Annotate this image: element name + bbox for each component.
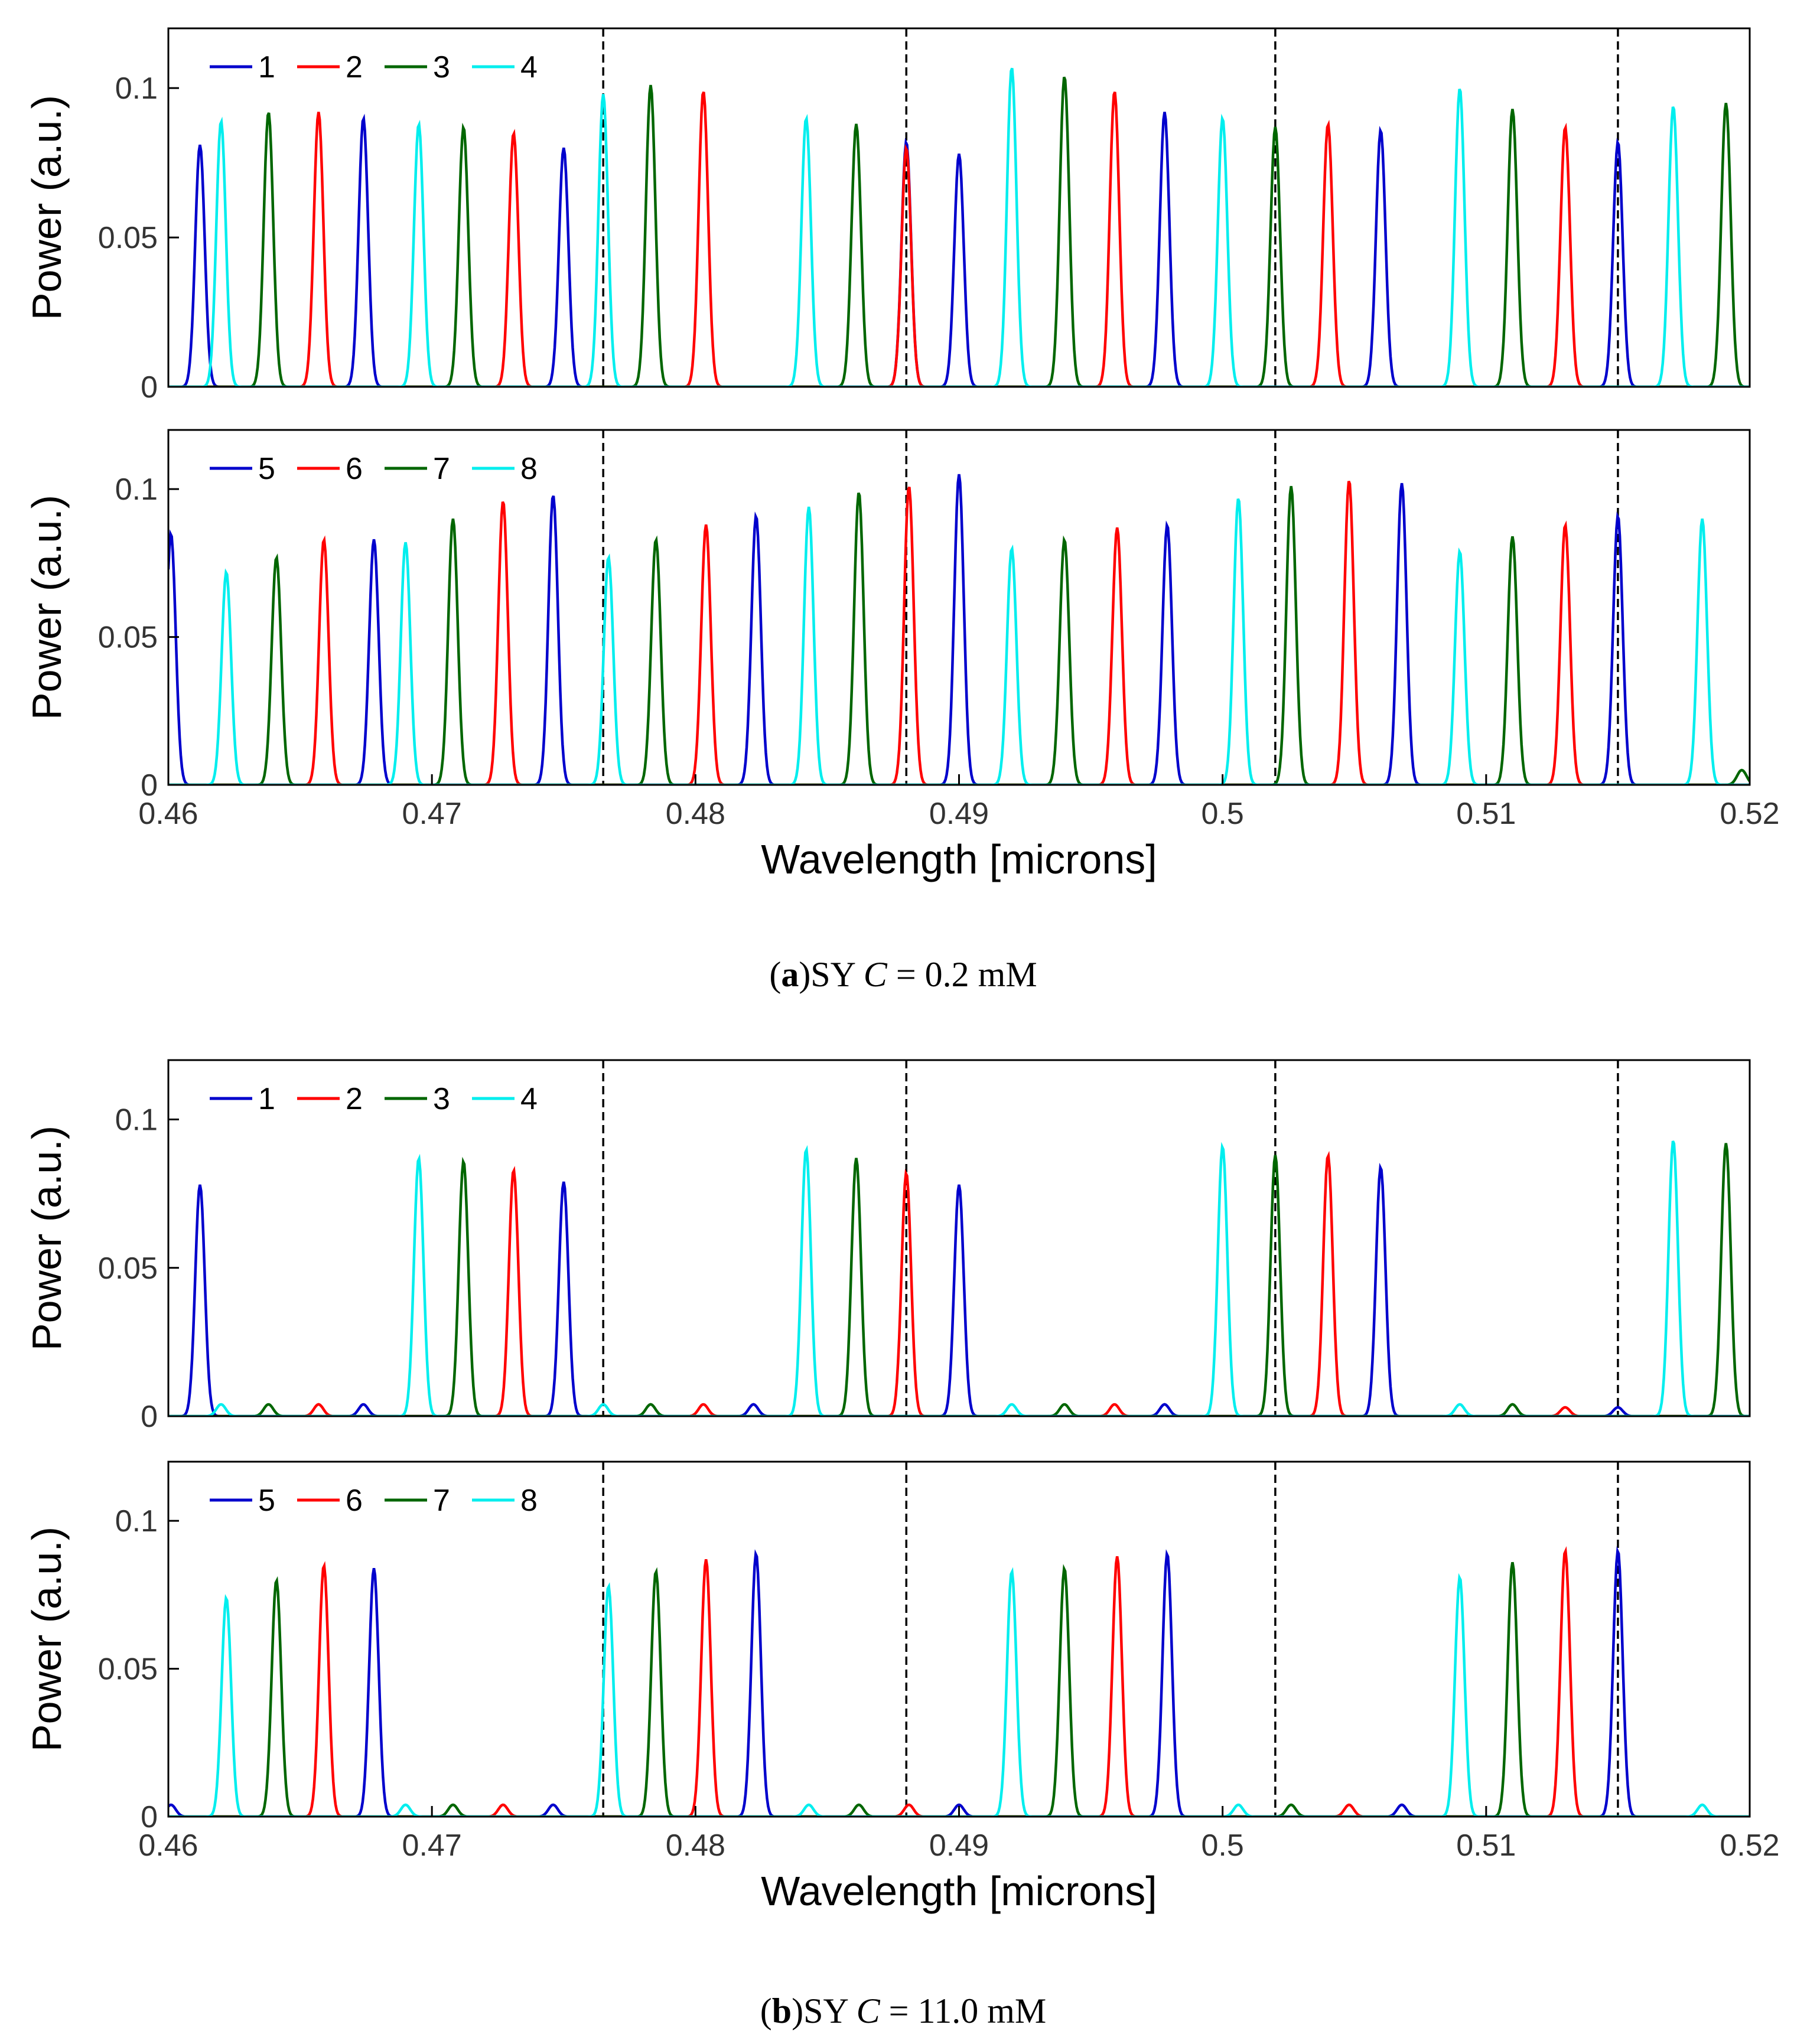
series-line-1 [168, 112, 1750, 387]
y-tick-label: 0.05 [98, 1251, 158, 1286]
x-tick-label: 0.52 [1720, 1828, 1779, 1863]
legend-label: 5 [258, 1484, 275, 1518]
x-tick-label: 0.51 [1456, 797, 1516, 831]
x-tick-label: 0.47 [402, 1828, 462, 1863]
plot-frame [167, 27, 1751, 388]
legend-label: 4 [520, 50, 538, 84]
x-tick-label: 0.48 [666, 1828, 725, 1863]
x-tick-label: 0.51 [1456, 1828, 1516, 1863]
y-tick-label: 0.1 [115, 1103, 158, 1137]
legend-label: 5 [258, 452, 275, 486]
y-tick-label: 0.05 [98, 1652, 158, 1687]
series-line-6 [168, 1546, 1750, 1817]
y-tick-label: 0.1 [115, 1504, 158, 1538]
caption-a: (a)SY C = 0.2 mM [769, 955, 1037, 994]
series-line-2 [168, 91, 1750, 387]
x-tick-label: 0.5 [1202, 797, 1244, 831]
series-line-3 [168, 76, 1750, 387]
series-line-7 [168, 1561, 1750, 1817]
plot-frame [167, 1059, 1751, 1417]
plot-frame [167, 1461, 1751, 1818]
y-tick-label: 0 [141, 370, 158, 405]
x-tick-label: 0.46 [138, 797, 198, 831]
legend-label: 3 [433, 1082, 450, 1116]
legend-label: 4 [520, 1082, 538, 1116]
y-axis-label: Power (a.u.) [24, 495, 70, 720]
series-line-4 [168, 67, 1750, 387]
legend-label: 1 [258, 1082, 275, 1116]
x-axis-label: Wavelength [microns] [761, 1868, 1157, 1914]
legend-label: 6 [346, 1484, 363, 1518]
legend-label: 8 [520, 452, 538, 486]
y-axis-label: Power (a.u.) [24, 1527, 70, 1752]
y-axis-label: Power (a.u.) [24, 95, 70, 320]
panel-b-bottom: 0 0.05 0.1 0.46 0.47 0.48 0.49 0.5 0.51 0.52 Power… [24, 1461, 1780, 1914]
x-tick-label: 0.47 [402, 797, 462, 831]
legend-label: 7 [433, 452, 450, 486]
x-tick-label: 0.48 [666, 797, 725, 831]
panels: 0 0.05 0.1 Power (a.u.) 1 2 3 4 0 0.05 0.1 0.46 0.47… [24, 27, 1780, 1914]
legend-label: 3 [433, 50, 450, 84]
y-tick-label: 0.05 [98, 621, 158, 655]
x-tick-label: 0.49 [929, 1828, 989, 1863]
y-tick-label: 0 [141, 1800, 158, 1834]
caption-b: (b)SY C = 11.0 mM [760, 1991, 1047, 2030]
series-line-3 [168, 1143, 1750, 1416]
panel-a-top: 0 0.05 0.1 Power (a.u.) 1 2 3 4 [24, 27, 1751, 405]
series-line-7 [168, 485, 1750, 785]
y-tick-label: 0.1 [115, 71, 158, 106]
x-tick-label: 0.52 [1720, 797, 1779, 831]
y-tick-label: 0.1 [115, 472, 158, 507]
x-tick-label: 0.49 [929, 797, 989, 831]
legend-label: 2 [346, 1082, 363, 1116]
series-line-6 [168, 480, 1750, 785]
x-tick-label: 0.46 [138, 1828, 198, 1863]
x-axis-label: Wavelength [microns] [761, 836, 1157, 882]
legend-label: 6 [346, 452, 363, 486]
legend-label: 7 [433, 1484, 450, 1518]
series-line-1 [168, 1162, 1750, 1416]
legend-label: 8 [520, 1484, 538, 1518]
series-line-5 [168, 474, 1750, 785]
y-tick-label: 0 [141, 768, 158, 803]
series-line-2 [168, 1150, 1750, 1416]
panel-b-top: 0 0.05 0.1 Power (a.u.) 1 2 3 4 [24, 1059, 1751, 1434]
series-line-4 [168, 1140, 1750, 1416]
y-tick-label: 0.05 [98, 221, 158, 255]
y-axis-label: Power (a.u.) [24, 1126, 70, 1351]
y-tick-label: 0 [141, 1400, 158, 1434]
panel-a-bottom: 0 0.05 0.1 0.46 0.47 0.48 0.49 0.5 0.51 0.52 Power… [24, 429, 1780, 882]
series-line-5 [168, 1546, 1750, 1817]
legend-label: 1 [258, 50, 275, 84]
series-line-8 [168, 1567, 1750, 1817]
x-tick-label: 0.5 [1202, 1828, 1244, 1863]
legend-label: 2 [346, 50, 363, 84]
